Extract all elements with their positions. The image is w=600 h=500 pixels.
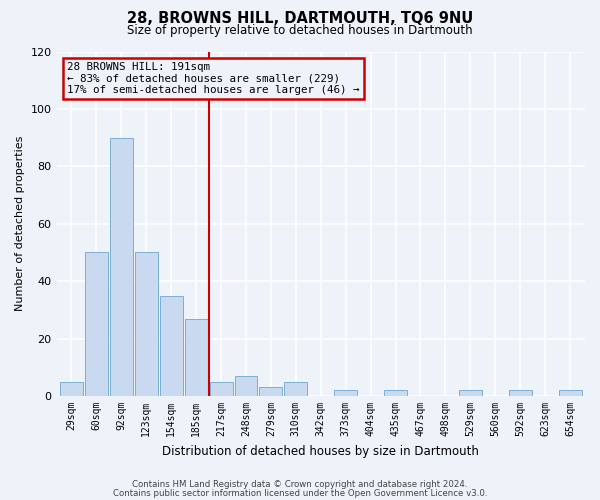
Bar — [209, 382, 233, 396]
Text: 28, BROWNS HILL, DARTMOUTH, TQ6 9NU: 28, BROWNS HILL, DARTMOUTH, TQ6 9NU — [127, 11, 473, 26]
Bar — [185, 318, 208, 396]
Bar — [259, 388, 283, 396]
Bar — [284, 382, 307, 396]
Y-axis label: Number of detached properties: Number of detached properties — [15, 136, 25, 312]
Text: Contains public sector information licensed under the Open Government Licence v3: Contains public sector information licen… — [113, 488, 487, 498]
Bar — [160, 296, 182, 396]
Text: Size of property relative to detached houses in Dartmouth: Size of property relative to detached ho… — [127, 24, 473, 37]
Bar — [334, 390, 357, 396]
Bar — [459, 390, 482, 396]
Bar — [509, 390, 532, 396]
Bar — [384, 390, 407, 396]
Bar — [110, 138, 133, 396]
Text: Contains HM Land Registry data © Crown copyright and database right 2024.: Contains HM Land Registry data © Crown c… — [132, 480, 468, 489]
X-axis label: Distribution of detached houses by size in Dartmouth: Distribution of detached houses by size … — [163, 444, 479, 458]
Bar — [85, 252, 108, 396]
Bar — [60, 382, 83, 396]
Bar — [235, 376, 257, 396]
Text: 28 BROWNS HILL: 191sqm
← 83% of detached houses are smaller (229)
17% of semi-de: 28 BROWNS HILL: 191sqm ← 83% of detached… — [67, 62, 359, 95]
Bar — [559, 390, 581, 396]
Bar — [135, 252, 158, 396]
